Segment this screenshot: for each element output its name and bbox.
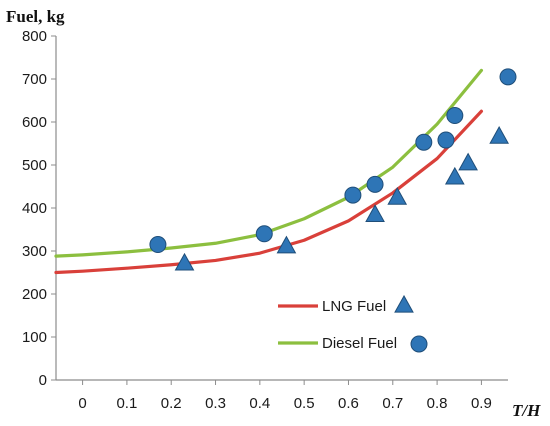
diesel-data-point [415, 133, 433, 151]
series-markers [149, 68, 517, 271]
x-tick-label: 0.2 [161, 395, 182, 412]
lng-data-point [458, 152, 478, 171]
lng-data-point [387, 187, 408, 205]
legend-label-lng: LNG Fuel [322, 298, 386, 315]
x-tick-label: 0.6 [338, 395, 359, 412]
legend-marker-circle [410, 335, 428, 353]
x-tick-label: 0.7 [382, 395, 403, 412]
x-axis-title: T/H [512, 401, 541, 420]
lng-fuel-line [54, 109, 484, 275]
y-tick-label: 700 [22, 71, 47, 88]
y-axis-title: Fuel, kg [6, 7, 65, 26]
x-tick-label: 0.1 [116, 395, 137, 412]
diesel-data-point [366, 175, 384, 193]
lng-data-point [489, 125, 509, 144]
diesel-data-point [255, 225, 273, 243]
x-tick-label: 0.9 [471, 395, 492, 412]
series-lines [54, 68, 484, 275]
y-tick-label: 200 [22, 286, 47, 303]
lng-data-point [444, 166, 465, 185]
x-tick-label: 0 [78, 395, 86, 412]
y-tick-label: 500 [22, 157, 47, 174]
x-tick-label: 0.4 [249, 395, 270, 412]
diesel-data-point [344, 186, 362, 204]
x-tick-label: 0.5 [294, 395, 315, 412]
diesel-data-point [446, 107, 464, 125]
lng-data-point [365, 204, 385, 222]
diesel-data-point [437, 131, 455, 149]
y-tick-label: 400 [22, 200, 47, 217]
legend: LNG Fuel Diesel Fuel [278, 294, 428, 353]
diesel-data-point [149, 236, 167, 254]
x-tick-labels: 0 0.1 0.2 0.3 0.4 0.5 0.6 0.7 0.8 0.9 [78, 395, 491, 412]
x-tick-label: 0.3 [205, 395, 226, 412]
y-tick-label: 0 [39, 372, 47, 389]
diesel-data-point [499, 68, 517, 86]
y-tick-label: 300 [22, 243, 47, 260]
x-tick-label: 0.8 [427, 395, 448, 412]
legend-label-diesel: Diesel Fuel [322, 335, 397, 352]
y-tick-labels: 0 100 200 300 400 500 600 700 800 [22, 28, 47, 389]
lng-data-point [174, 252, 195, 271]
y-tick-label: 600 [22, 114, 47, 131]
y-tick-label: 800 [22, 28, 47, 45]
legend-marker-triangle [394, 294, 414, 313]
axes [51, 35, 508, 385]
y-tick-label: 100 [22, 329, 47, 346]
lng-data-point [276, 235, 297, 254]
